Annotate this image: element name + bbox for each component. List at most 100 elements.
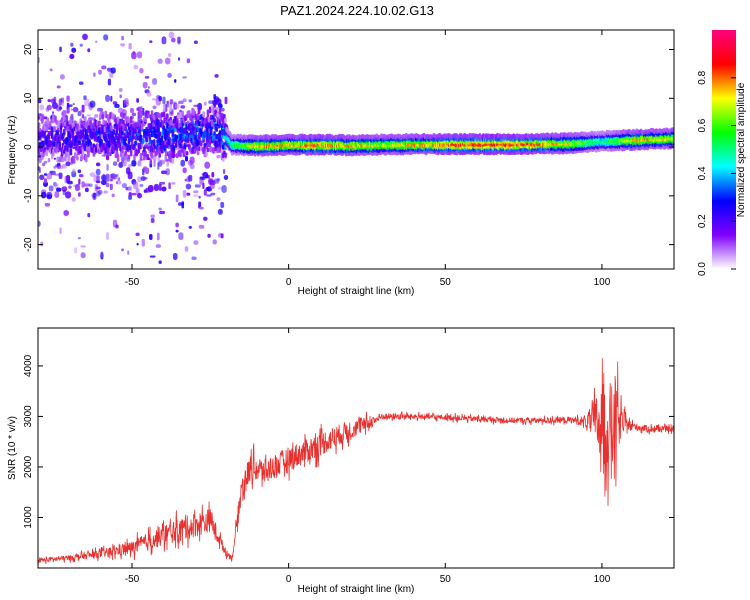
spectrogram-cell-432 xyxy=(171,182,176,185)
spectrogram-cell-25 xyxy=(43,116,48,120)
spectrogram-cell-765 xyxy=(70,113,74,120)
spectrogram-cell-233 xyxy=(107,78,112,86)
spectrogram-cell-422 xyxy=(167,72,172,78)
spectrogram-cell-571 xyxy=(214,74,219,78)
spectrogram-cell-194 xyxy=(95,168,101,176)
spectrogram-cell-1415 xyxy=(211,105,214,110)
spectrogram-cell-708 xyxy=(58,141,62,146)
spectrogram-cell-1381 xyxy=(204,131,208,136)
spectrogram-cell-191 xyxy=(95,40,98,43)
spectrogram-cell-826 xyxy=(84,154,88,163)
spectrogram-cell-414 xyxy=(165,168,170,176)
spectrogram-cell-1234 xyxy=(172,124,176,129)
spectrogram-cell-311 xyxy=(131,159,137,167)
spectrogram-cell-1081 xyxy=(140,143,144,149)
spectrogram-cell-84 xyxy=(61,186,68,192)
spectrogram-cell-1443 xyxy=(217,136,221,143)
spectrogram-cell-133 xyxy=(77,236,81,240)
spectrogram-cell-140 xyxy=(79,43,83,47)
spectrogram-cell-1165 xyxy=(158,131,162,136)
spectrogram-cell-116 xyxy=(72,103,75,106)
spectrogram-cell-477 xyxy=(184,246,189,252)
spectrogram-cell-29 xyxy=(44,178,48,184)
spectrogram-cell-1230 xyxy=(172,150,176,158)
spectrogram-cell-1352 xyxy=(197,106,201,115)
spectrogram-cell-1080 xyxy=(139,110,143,119)
spectrogram-cell-1293 xyxy=(185,130,189,136)
spectrogram-cell-1292 xyxy=(185,151,189,156)
spectrogram-cell-1135 xyxy=(151,122,155,127)
spectrogram-cell-1416 xyxy=(212,147,215,154)
spectrogram-cell-844 xyxy=(88,125,91,131)
spectrogram-cell-17 xyxy=(40,241,44,247)
spectrogram-x-axis-label: Height of straight line (km) xyxy=(298,286,415,297)
spectrogram-cell-265 xyxy=(119,94,122,99)
spectrogram-cell-334 xyxy=(140,106,143,110)
spectrogram-cell-655 xyxy=(46,117,50,123)
spectrogram-cell-576 xyxy=(215,98,222,106)
spectrogram-cell-940 xyxy=(109,112,112,119)
spectrogram-cell-375 xyxy=(152,78,158,85)
spectrogram-cell-1103 xyxy=(145,136,148,143)
spectrogram-cell-1472 xyxy=(223,134,226,140)
spectrogram-panel: -50 0 50 100 -20 -10 0 10 20 Height of straight… xyxy=(7,29,675,297)
spectrogram-y-tick-label-3: 10 xyxy=(23,92,34,104)
spectrogram-cell-806 xyxy=(80,154,84,161)
spectrogram-cell-201 xyxy=(98,69,102,75)
spectrogram-cell-192 xyxy=(95,186,101,190)
spectrogram-cell-64 xyxy=(54,173,60,176)
spectrogram-cell-1075 xyxy=(138,119,142,128)
spectrogram-cell-1106 xyxy=(146,154,149,161)
spectrogram-cell-1070 xyxy=(137,111,141,119)
spectrogram-cell-1122 xyxy=(149,145,153,153)
spectrogram-cell-449 xyxy=(175,229,179,233)
spectrogram-cell-463 xyxy=(180,159,186,167)
colorbar: 0.0 0.2 0.4 0.6 0.8 Normalized spectral ampl… xyxy=(697,30,747,276)
spectrogram-cell-1078 xyxy=(139,134,143,141)
spectrogram-cell-372 xyxy=(152,105,157,110)
spectrogram-cell-497 xyxy=(189,156,195,165)
spectrogram-cell-555 xyxy=(208,100,214,104)
spectrogram-cell-1076 xyxy=(139,152,143,161)
spectrogram-cell-149 xyxy=(81,104,85,113)
spectrogram-cell-418 xyxy=(164,57,171,65)
spectrogram-cell-982 xyxy=(118,142,122,149)
spectrogram-cell-538 xyxy=(203,189,207,196)
spectrogram-cell-269 xyxy=(118,88,123,92)
spectrogram-cell-1157 xyxy=(157,146,160,154)
spectrogram-cell-448 xyxy=(174,103,180,109)
spectrogram-cell-481 xyxy=(185,183,192,190)
spectrogram-cell-645 xyxy=(44,121,47,127)
spectrogram-cell-218 xyxy=(103,34,109,41)
spectrogram-cell-398 xyxy=(159,181,166,185)
spectrogram-cell-890 xyxy=(98,120,101,127)
spectrogram-cell-1241 xyxy=(174,142,178,148)
snr-x-tick-label-3: 100 xyxy=(594,574,611,585)
spectrogram-cell-276 xyxy=(122,159,127,167)
spectrogram-cell-390 xyxy=(158,260,162,264)
spectrogram-x-tick-label-0: -50 xyxy=(125,277,140,288)
spectrogram-cell-197 xyxy=(95,180,101,184)
spectrogram-cell-138 xyxy=(78,174,84,178)
spectrogram-cell-26 xyxy=(43,160,48,164)
spectrogram-cell-581 xyxy=(216,154,221,159)
spectrogram-cell-246 xyxy=(112,161,118,167)
spectrogram-cell-1088 xyxy=(141,138,145,144)
snr-x-tick-label-2: 50 xyxy=(440,574,452,585)
spectrogram-cell-150 xyxy=(82,33,88,41)
spectrogram-cell-369 xyxy=(150,214,155,218)
spectrogram-cell-1118 xyxy=(148,139,152,145)
spectrogram-cell-709 xyxy=(58,134,62,142)
spectrogram-cell-284 xyxy=(123,97,129,105)
spectrogram-cell-904 xyxy=(101,124,104,133)
spectrogram-cell-91 xyxy=(63,209,70,216)
spectrogram-cell-1035 xyxy=(129,116,133,124)
spectrogram-cell-483 xyxy=(186,58,191,64)
spectrogram-cell-488 xyxy=(188,225,192,229)
spectrogram-cell-585 xyxy=(218,103,223,109)
spectrogram-cell-1187 xyxy=(162,104,166,112)
spectrogram-cell-919 xyxy=(104,133,108,140)
spectrogram-cell-245 xyxy=(111,193,115,198)
spectrogram-cell-1424 xyxy=(213,118,216,123)
spectrogram-cell-630 xyxy=(41,116,44,124)
